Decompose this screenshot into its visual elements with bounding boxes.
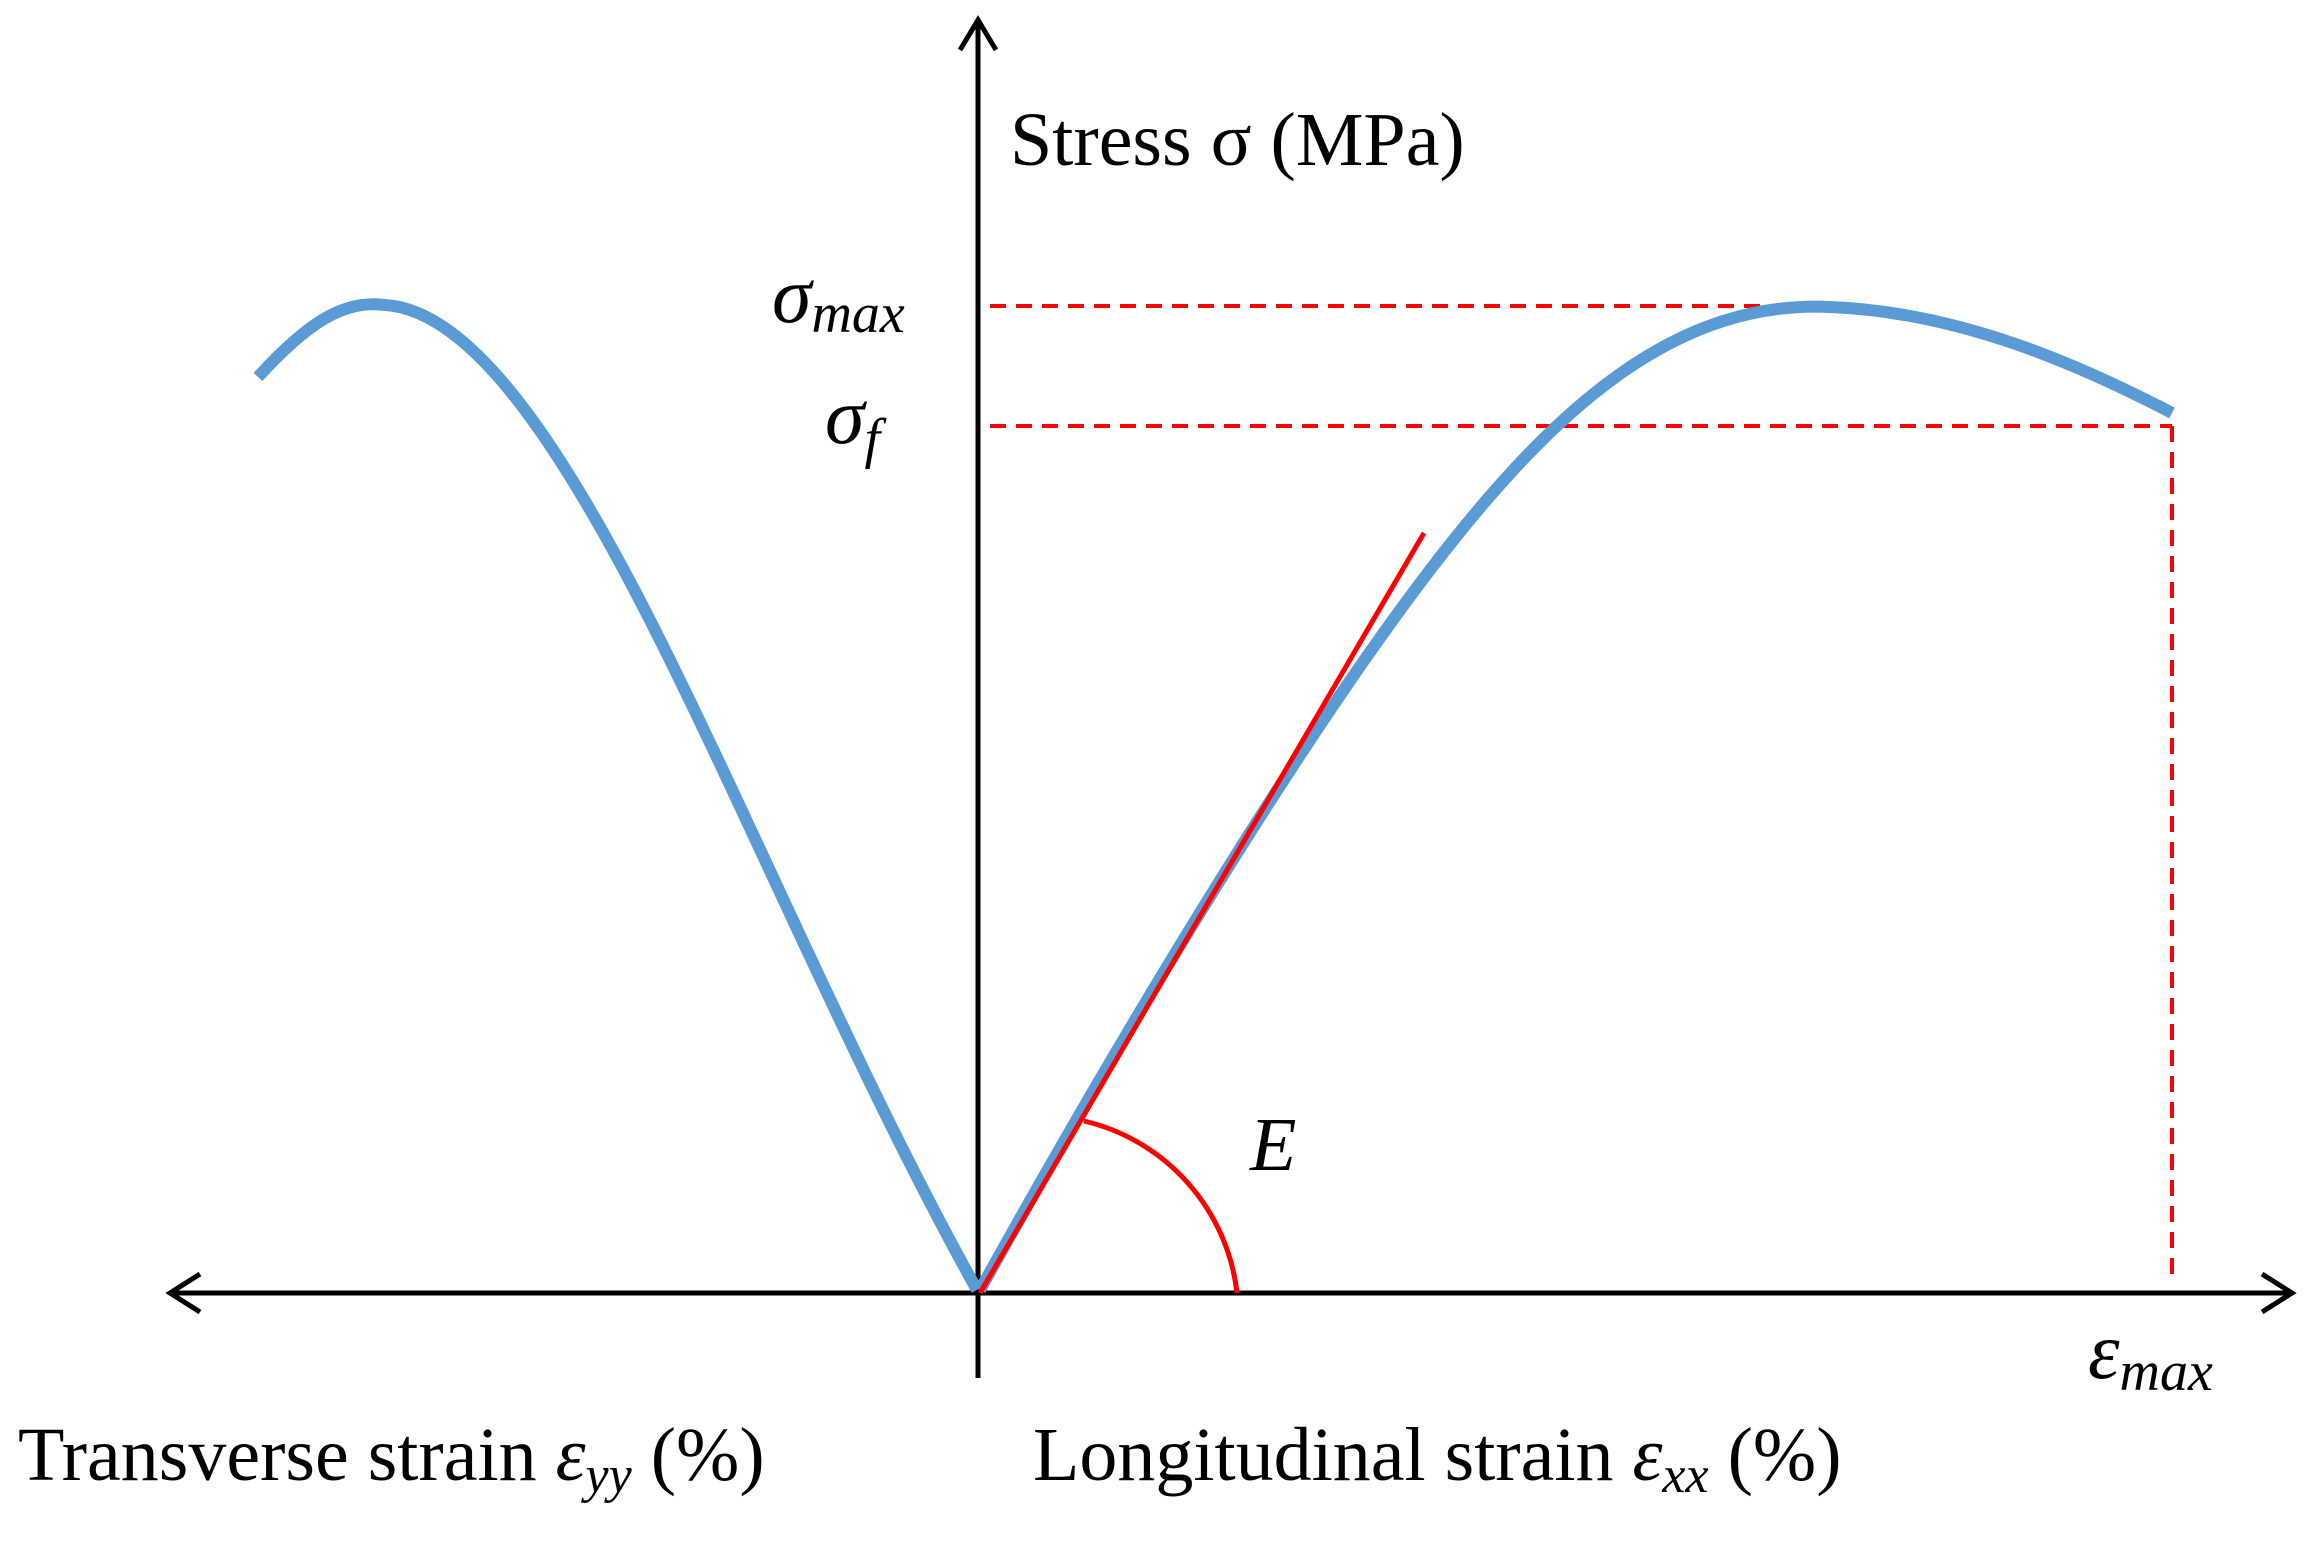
curves — [253, 298, 2175, 1293]
sigma-f-symbol: σ — [825, 373, 867, 461]
y-axis-label: Stress σ (MPa) — [1010, 98, 1465, 182]
longitudinal-strain-label: Longitudinal strain εxx (%) — [1033, 1413, 1842, 1504]
axes — [165, 15, 2297, 1378]
sigma-max-label: σmax — [772, 252, 905, 345]
modulus-label: E — [1249, 1103, 1296, 1187]
longitudinal-strain-unit: (%) — [1709, 1413, 1842, 1497]
longitudinal-strain-subscript: xx — [1661, 1447, 1708, 1504]
transverse-strain-curve — [253, 298, 983, 1293]
longitudinal-strain-symbol: ε — [1632, 1413, 1662, 1497]
longitudinal-strain-curve — [974, 300, 2175, 1293]
modulus-arc — [1083, 1118, 1240, 1294]
sigma-max-symbol: σ — [772, 252, 814, 340]
modulus-indicator — [977, 531, 1427, 1295]
reference-lines — [990, 304, 2174, 1276]
transverse-strain-subscript: yy — [581, 1447, 633, 1504]
epsilon-max-label: εmax — [2088, 1308, 2213, 1403]
epsilon-max-subscript: max — [2120, 1341, 2213, 1403]
transverse-strain-symbol: ε — [556, 1413, 586, 1497]
left-arrowhead — [165, 1271, 202, 1315]
transverse-strain-unit: (%) — [632, 1413, 765, 1497]
longitudinal-strain-text: Longitudinal strain — [1033, 1413, 1632, 1497]
sigma-f-label: σf — [825, 373, 887, 470]
right-arrowhead — [2260, 1271, 2297, 1315]
transverse-strain-text: Transverse strain — [18, 1413, 556, 1497]
transverse-strain-label: Transverse strain εyy (%) — [18, 1413, 765, 1504]
up-arrowhead — [957, 15, 999, 52]
sigma-f-subscript: f — [864, 408, 887, 470]
tangent-line — [977, 531, 1427, 1295]
epsilon-max-symbol: ε — [2088, 1308, 2120, 1396]
sigma-max-subscript: max — [811, 283, 904, 345]
